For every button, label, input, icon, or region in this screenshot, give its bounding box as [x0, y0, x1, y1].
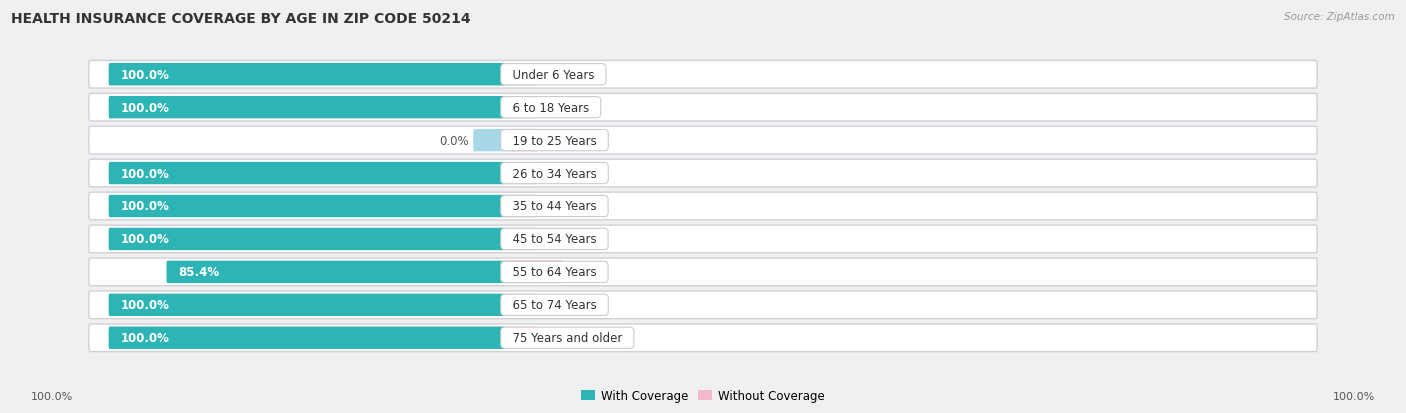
FancyBboxPatch shape — [108, 327, 505, 349]
FancyBboxPatch shape — [505, 195, 537, 218]
Text: HEALTH INSURANCE COVERAGE BY AGE IN ZIP CODE 50214: HEALTH INSURANCE COVERAGE BY AGE IN ZIP … — [11, 12, 471, 26]
FancyBboxPatch shape — [108, 195, 505, 218]
Text: 100.0%: 100.0% — [121, 200, 169, 213]
Text: 0.0%: 0.0% — [440, 134, 470, 147]
Text: 0.0%: 0.0% — [540, 200, 571, 213]
FancyBboxPatch shape — [505, 64, 537, 86]
FancyBboxPatch shape — [89, 94, 1317, 122]
Text: 0.0%: 0.0% — [540, 134, 571, 147]
Text: 0.0%: 0.0% — [540, 69, 571, 81]
FancyBboxPatch shape — [108, 162, 505, 185]
Text: 6 to 18 Years: 6 to 18 Years — [505, 102, 596, 114]
FancyBboxPatch shape — [505, 130, 537, 152]
Text: 100.0%: 100.0% — [121, 299, 169, 311]
FancyBboxPatch shape — [505, 327, 537, 349]
FancyBboxPatch shape — [89, 324, 1317, 352]
FancyBboxPatch shape — [89, 193, 1317, 220]
Legend: With Coverage, Without Coverage: With Coverage, Without Coverage — [581, 389, 825, 402]
FancyBboxPatch shape — [89, 225, 1317, 253]
Text: 0.0%: 0.0% — [540, 233, 571, 246]
FancyBboxPatch shape — [505, 97, 537, 119]
FancyBboxPatch shape — [505, 294, 537, 316]
Text: Source: ZipAtlas.com: Source: ZipAtlas.com — [1284, 12, 1395, 22]
FancyBboxPatch shape — [89, 127, 1317, 154]
Text: 100.0%: 100.0% — [121, 233, 169, 246]
Text: 100.0%: 100.0% — [31, 391, 73, 401]
Text: Under 6 Years: Under 6 Years — [505, 69, 602, 81]
Text: 100.0%: 100.0% — [1333, 391, 1375, 401]
FancyBboxPatch shape — [505, 162, 537, 185]
Text: 0.0%: 0.0% — [540, 167, 571, 180]
Text: 19 to 25 Years: 19 to 25 Years — [505, 134, 605, 147]
Text: 14.7%: 14.7% — [571, 266, 609, 279]
Text: 100.0%: 100.0% — [121, 167, 169, 180]
Text: 35 to 44 Years: 35 to 44 Years — [505, 200, 605, 213]
FancyBboxPatch shape — [89, 291, 1317, 319]
FancyBboxPatch shape — [474, 130, 505, 152]
FancyBboxPatch shape — [89, 259, 1317, 286]
Text: 85.4%: 85.4% — [179, 266, 219, 279]
FancyBboxPatch shape — [108, 228, 505, 251]
Text: 45 to 54 Years: 45 to 54 Years — [505, 233, 605, 246]
Text: 100.0%: 100.0% — [121, 69, 169, 81]
FancyBboxPatch shape — [89, 61, 1317, 89]
FancyBboxPatch shape — [108, 97, 505, 119]
FancyBboxPatch shape — [505, 261, 564, 283]
Text: 0.0%: 0.0% — [540, 102, 571, 114]
Text: 0.0%: 0.0% — [540, 332, 571, 344]
Text: 65 to 74 Years: 65 to 74 Years — [505, 299, 605, 311]
Text: 26 to 34 Years: 26 to 34 Years — [505, 167, 605, 180]
FancyBboxPatch shape — [108, 64, 505, 86]
FancyBboxPatch shape — [108, 294, 505, 316]
Text: 100.0%: 100.0% — [121, 332, 169, 344]
Text: 55 to 64 Years: 55 to 64 Years — [505, 266, 605, 279]
FancyBboxPatch shape — [89, 160, 1317, 188]
Text: 0.0%: 0.0% — [540, 299, 571, 311]
FancyBboxPatch shape — [166, 261, 505, 283]
Text: 100.0%: 100.0% — [121, 102, 169, 114]
Text: 75 Years and older: 75 Years and older — [505, 332, 630, 344]
FancyBboxPatch shape — [505, 228, 537, 251]
